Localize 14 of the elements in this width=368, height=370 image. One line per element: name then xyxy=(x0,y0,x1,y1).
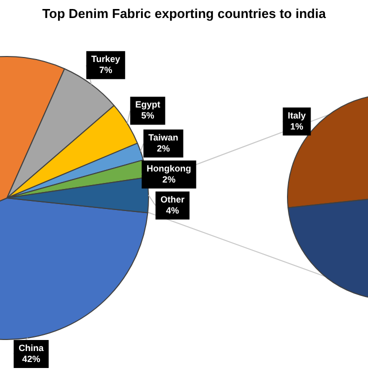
slice-label: Italy xyxy=(288,110,306,121)
slice-label: Turkey xyxy=(91,54,120,64)
data-label: 7% xyxy=(99,65,112,76)
data-label: 2% xyxy=(156,144,170,154)
data-label: 2% xyxy=(162,174,176,185)
data-label: 5% xyxy=(141,110,154,121)
slice-label: Egypt xyxy=(135,100,160,110)
slice-label: Hongkong xyxy=(146,164,192,174)
slice-label: China xyxy=(18,342,45,353)
slice-label: Other xyxy=(160,194,186,205)
slice-label: Taiwan xyxy=(148,132,178,143)
data-label: 4% xyxy=(166,206,180,216)
data-label: 42% xyxy=(22,354,40,364)
chart-title: Top Denim Fabric exporting countries to india xyxy=(41,6,327,21)
